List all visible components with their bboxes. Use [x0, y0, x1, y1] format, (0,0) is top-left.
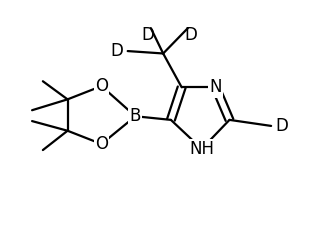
Text: NH: NH [189, 140, 214, 158]
Text: D: D [141, 26, 154, 44]
Text: O: O [95, 135, 108, 153]
Text: D: D [185, 26, 198, 44]
Text: N: N [209, 78, 222, 96]
Text: D: D [276, 117, 289, 135]
Text: B: B [130, 107, 141, 125]
Text: D: D [110, 42, 123, 60]
Text: O: O [95, 77, 108, 95]
